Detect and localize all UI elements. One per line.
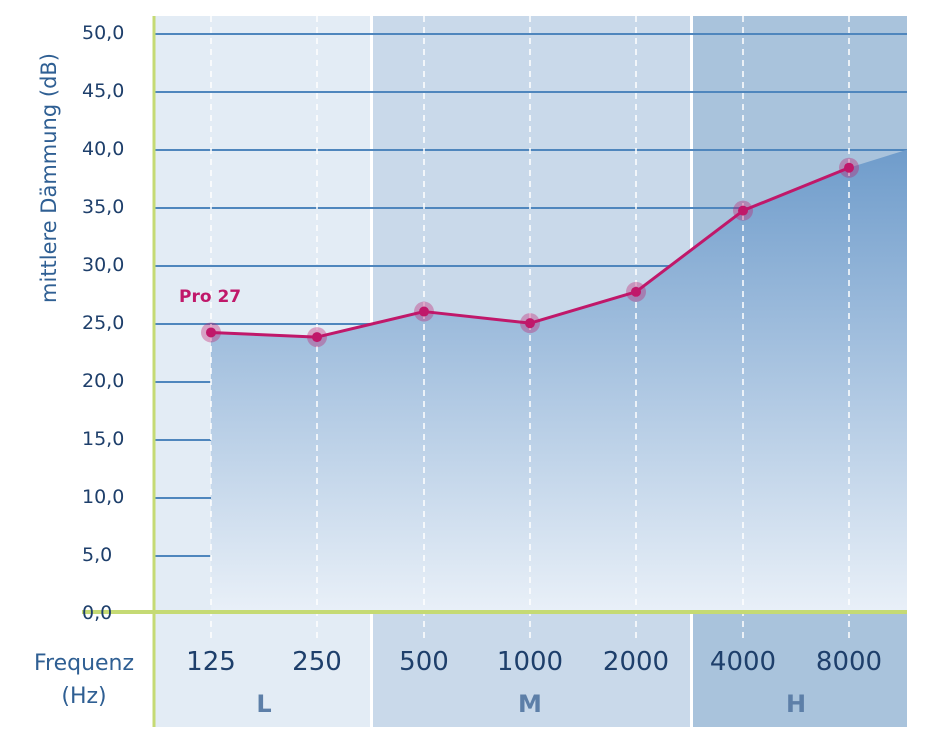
x-tick-label: 8000 xyxy=(816,647,882,677)
x-tick-label: 125 xyxy=(186,647,236,677)
y-tick-label: 15,0 xyxy=(82,428,124,450)
y-tick-label: 40,0 xyxy=(82,138,124,160)
series-area xyxy=(211,149,907,612)
band-label: H xyxy=(786,690,806,718)
band-label: L xyxy=(256,690,271,718)
axes xyxy=(82,16,907,727)
x-tick-label: 250 xyxy=(292,647,342,677)
x-tick-label: 2000 xyxy=(603,647,669,677)
y-tick-label: 45,0 xyxy=(82,80,124,102)
y-tick-label: 20,0 xyxy=(82,370,124,392)
x-tick-label: 4000 xyxy=(710,647,776,677)
data-point xyxy=(206,327,216,338)
data-point xyxy=(525,318,535,329)
x-axis-title-line1: Frequenz xyxy=(34,651,134,676)
x-tick-label: 1000 xyxy=(497,647,563,677)
x-tick-label: 500 xyxy=(399,647,449,677)
y-tick-labels: 0,0 5,0 10,0 15,0 20,0 25,0 30,0 35,0 40,0 45,0 50… xyxy=(82,22,124,624)
series-label: Pro 27 xyxy=(179,287,241,307)
y-tick-label: 25,0 xyxy=(82,312,124,334)
y-tick-label: 0,0 xyxy=(82,602,112,624)
series-points xyxy=(201,157,859,348)
data-point xyxy=(844,162,854,173)
frequency-gridlines xyxy=(210,16,850,640)
y-tick-label: 30,0 xyxy=(82,254,124,276)
y-tick-label: 50,0 xyxy=(82,22,124,44)
y-tick-label: 5,0 xyxy=(82,544,112,566)
y-tick-label: 35,0 xyxy=(82,196,124,218)
band-label: M xyxy=(518,690,542,718)
data-point xyxy=(631,286,641,297)
x-axis-title-line2: (Hz) xyxy=(61,684,106,709)
data-point xyxy=(312,332,322,343)
x-tick-labels: 125 250 500 1000 2000 4000 8000 xyxy=(186,647,882,677)
y-tick-label: 10,0 xyxy=(82,486,124,508)
y-axis-title: mittlere Dämmung (dB) xyxy=(37,53,61,303)
data-point xyxy=(738,205,748,216)
data-point xyxy=(419,306,429,317)
